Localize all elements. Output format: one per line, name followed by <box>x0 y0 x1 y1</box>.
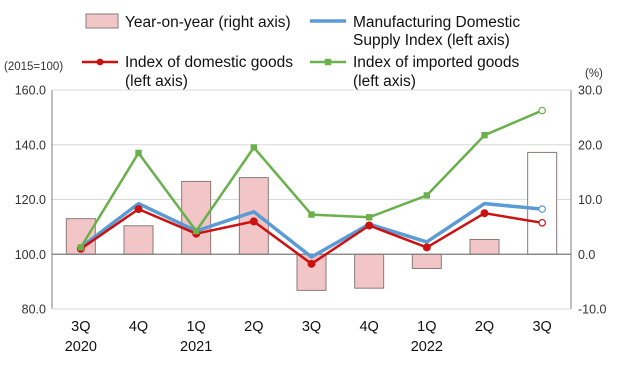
category-label: 3Q <box>532 319 551 335</box>
line-series-0 <box>79 201 546 259</box>
legend-label-manufacturing: Manufacturing Domestic <box>353 14 520 31</box>
legend-label-domestic: Index of domestic goods <box>125 54 293 71</box>
category-label: 4Q <box>359 319 378 335</box>
bar-7 <box>469 238 500 255</box>
category-label: 3Q <box>302 319 321 335</box>
point-1-6 <box>422 243 431 252</box>
legend-marker-domestic <box>96 58 104 66</box>
bar-4 <box>296 253 327 291</box>
line-series-group <box>76 106 546 268</box>
right-tick-label: 0.0 <box>578 248 595 262</box>
point-2-0 <box>77 244 85 251</box>
bar-5 <box>354 253 385 289</box>
point-2-6 <box>423 192 431 199</box>
category-year-label: 2020 <box>65 339 97 355</box>
category-label: 1Q <box>186 319 205 335</box>
left-axis-unit: (2015=100) <box>4 61 63 73</box>
right-tick-label: 10.0 <box>578 193 602 207</box>
legend-label-imported: (left axis) <box>353 73 416 90</box>
bar-1 <box>123 225 154 255</box>
bar-series-year-on-year <box>65 151 558 291</box>
line-series-1 <box>76 205 546 268</box>
category-year-label: 2022 <box>411 339 443 355</box>
point-2-2 <box>192 227 200 235</box>
legend-marker-imported <box>324 58 332 66</box>
point-1-8 <box>538 218 546 227</box>
point-2-8 <box>538 106 546 115</box>
right-axis-unit: (%) <box>585 68 603 80</box>
category-label: 2Q <box>244 319 263 335</box>
legend-label-manufacturing: Supply Index (left axis) <box>353 32 510 49</box>
series-line-0 <box>79 201 544 259</box>
legend-swatch-bar <box>85 13 119 29</box>
point-2-5 <box>365 214 373 221</box>
right-tick-label: 20.0 <box>578 138 602 152</box>
category-label: 2Q <box>475 319 494 335</box>
point-2-1 <box>135 149 142 157</box>
left-tick-label: 120.0 <box>15 193 46 207</box>
legend: Year-on-year (right axis) Manufacturing D… <box>82 13 520 90</box>
category-label: 3Q <box>71 319 90 335</box>
category-label: 4Q <box>129 319 148 335</box>
left-tick-label: 100.0 <box>15 248 46 262</box>
point-1-4 <box>307 259 316 268</box>
bar-8 <box>527 151 558 255</box>
point-1-1 <box>134 205 143 214</box>
point-0-8 <box>538 205 546 213</box>
plot-frame <box>51 89 572 310</box>
point-1-3 <box>249 217 258 226</box>
point-2-7 <box>481 131 488 139</box>
axes-labels: 80.0 100.0 120.0 140.0 160.0 (2015=100) -10.0 0… <box>4 61 607 355</box>
right-tick-label: 30.0 <box>578 84 602 98</box>
point-1-7 <box>480 209 489 218</box>
category-year-label: 2021 <box>180 339 212 355</box>
point-2-3 <box>250 144 258 151</box>
legend-label-imported: Index of imported goods <box>353 54 520 71</box>
legend-label-domestic: (left axis) <box>125 73 188 90</box>
left-tick-label: 80.0 <box>22 303 46 317</box>
bar-6 <box>411 253 442 269</box>
line-series-2 <box>77 106 546 251</box>
left-tick-label: 160.0 <box>15 84 46 98</box>
point-2-4 <box>308 211 315 218</box>
legend-label-bar: Year-on-year (right axis) <box>125 14 291 31</box>
category-label: 1Q <box>417 319 436 335</box>
right-tick-label: -10.0 <box>578 303 607 317</box>
left-tick-label: 140.0 <box>15 138 46 152</box>
point-1-5 <box>365 221 374 230</box>
